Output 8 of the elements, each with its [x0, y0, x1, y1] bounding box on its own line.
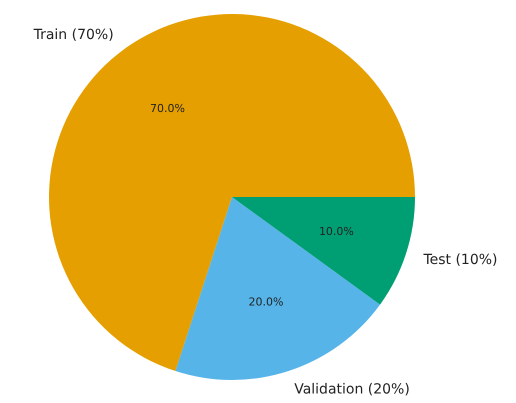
pie-slice: [175, 197, 380, 380]
slice-label: Test (10%): [422, 252, 498, 268]
data-label: 10.0%: [318, 224, 354, 238]
slice-label: Train (70%): [32, 27, 114, 44]
data-label: 20.0%: [248, 295, 284, 308]
data-label: 70.0%: [150, 102, 185, 116]
slice-label: Validation (20%): [294, 381, 410, 398]
pie-slice: [232, 197, 415, 305]
